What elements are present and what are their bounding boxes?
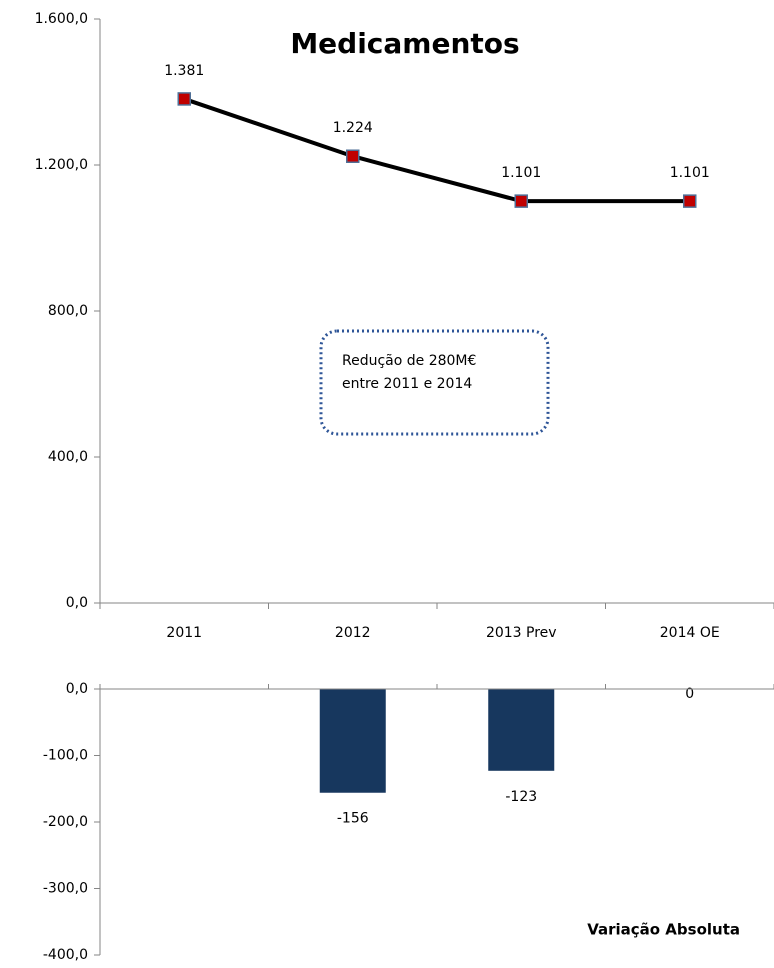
annotation: entre 2011 e 2014 [342,376,472,392]
data-label: 1.224 [333,120,373,136]
bar [319,689,386,793]
y-tick-label: -200,0 [43,814,88,830]
chart-title: Medicamentos [290,27,519,60]
data-label: 1.101 [670,165,710,181]
y-tick-label: -100,0 [43,748,88,764]
y-tick-label: 1.200,0 [35,157,88,173]
data-label: 0 [685,686,694,702]
x-tick-label: 2011 [166,625,202,641]
x-tick-label: 2013 Prev [486,625,557,641]
data-label: 1.381 [164,63,204,79]
data-label: -123 [505,789,537,805]
y-tick-label: 1.600,0 [35,11,88,27]
x-tick-label: 2012 [335,625,371,641]
y-tick-label: 0,0 [66,595,88,611]
marker [177,92,191,106]
data-line [183,97,690,204]
marker [683,194,697,208]
data-label: 1.101 [501,165,541,181]
y-tick-label: 0,0 [66,681,88,697]
marker [346,149,360,163]
y-tick-label: -400,0 [43,947,88,963]
annotation-box [319,329,550,436]
annotation: Redução de 280M€ [342,353,476,369]
chart-title: Variação Absoluta [587,921,740,939]
marker [514,194,528,208]
bar [488,689,555,771]
y-tick-label: -300,0 [43,881,88,897]
x-tick-label: 2014 OE [660,625,720,641]
y-tick-label: 400,0 [48,449,88,465]
y-tick-label: 800,0 [48,303,88,319]
data-label: -156 [337,811,369,827]
